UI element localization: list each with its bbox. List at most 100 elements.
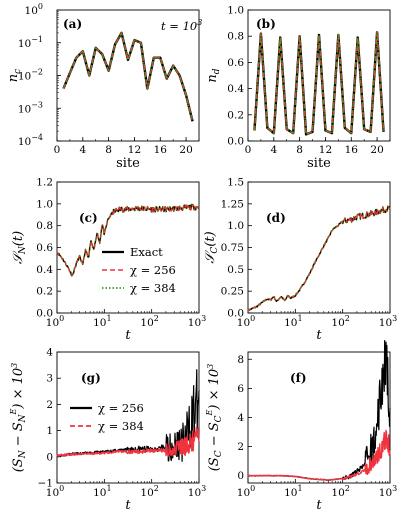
y-axis-label: 𝒮C(t) <box>203 231 220 263</box>
y-axis-label-part: N <box>18 449 28 459</box>
x-tick-exponent: 3 <box>201 484 206 493</box>
x-tick-label-a: 20 <box>179 144 192 156</box>
plot-frame-d <box>247 181 391 314</box>
x-tick-exponent: 0 <box>250 314 255 323</box>
panel-label: (d) <box>266 211 286 225</box>
x-tick-label-g: 103 <box>188 484 206 499</box>
y-tick-label-g: 4 <box>46 347 53 359</box>
y-tick-label-d: 0.5 <box>227 264 244 276</box>
x-tick-exponent: 0 <box>250 484 255 493</box>
x-axis-label: t <box>316 498 322 513</box>
x-tick-exponent: 0 <box>59 314 64 323</box>
y-tick-exponent: −1 <box>31 35 43 44</box>
x-tick-label-b: 0 <box>245 144 252 156</box>
legend-label: Exact <box>130 245 163 259</box>
x-axis-label: t <box>125 498 131 513</box>
y-axis-label-part: C <box>214 450 224 457</box>
y-tick-label-b: 0.0 <box>227 136 244 148</box>
x-tick-label-b: 16 <box>345 144 359 156</box>
series-line-chi256 <box>247 205 391 312</box>
x-tick-label-a: 16 <box>154 144 168 156</box>
x-tick-exponent: 2 <box>154 484 159 493</box>
y-tick-label-c: 0.4 <box>36 264 53 276</box>
y-axis-subscript: C <box>210 247 220 254</box>
y-tick-label-b: 0.6 <box>227 57 244 69</box>
y-tick-label-c: 0.2 <box>36 286 53 298</box>
y-axis-label: nd <box>205 68 222 82</box>
x-tick-exponent: 1 <box>297 484 302 493</box>
annotation-exponent: 3 <box>197 18 202 27</box>
y-tick-label-g: −1 <box>38 478 53 490</box>
y-tick-label-g: 2 <box>46 399 53 411</box>
series-line-chi384 <box>247 429 391 481</box>
y-tick-label-f: 6 <box>237 383 244 395</box>
x-tick-exponent: 1 <box>106 314 111 323</box>
x-tick-exponent: 3 <box>392 314 397 323</box>
x-tick-label-a: 8 <box>105 144 112 156</box>
x-tick-exponent: 2 <box>345 314 350 323</box>
y-axis-label-part: E <box>9 408 18 415</box>
y-axis-arg: (t) <box>11 231 26 246</box>
x-tick-label-g: 102 <box>140 484 158 499</box>
series-line-chi256 <box>56 203 200 277</box>
x-tick-label-d: 102 <box>331 314 349 329</box>
y-axis-label: (SN − SNE) × 103 <box>9 363 28 473</box>
y-tick-label-d: 1.25 <box>221 198 244 210</box>
y-tick-label-f: 8 <box>237 354 244 366</box>
x-tick-label-f: 100 <box>237 484 255 499</box>
series-line-chi256 <box>62 32 194 122</box>
panel-c: 100 101 102 1030.00.20.40.60.81.01.2(c)t𝒮N(… <box>11 177 206 344</box>
y-tick-label-f: 0 <box>237 470 244 482</box>
x-tick-exponent: 3 <box>392 484 397 493</box>
y-tick-label-a: 10−4 <box>18 133 43 148</box>
y-axis-label: nc <box>6 69 23 82</box>
y-axis-label-part: C <box>214 415 224 422</box>
panel-label: (b) <box>256 17 276 31</box>
x-tick-label-b: 20 <box>370 144 383 156</box>
plot-frame-c <box>56 181 200 314</box>
y-tick-exponent: −2 <box>31 68 43 77</box>
y-tick-label-c: 1.0 <box>36 198 53 210</box>
y-axis-label-part: 3 <box>206 364 215 369</box>
x-tick-exponent: 2 <box>154 314 159 323</box>
x-tick-label-g: 101 <box>93 484 111 499</box>
x-tick-label-c: 102 <box>140 314 158 329</box>
x-tick-label-a: 0 <box>54 144 61 156</box>
x-tick-label-c: 103 <box>188 314 206 329</box>
series-line-exact <box>253 31 385 136</box>
y-tick-label-d: 1.0 <box>227 220 244 232</box>
y-tick-label-a: 10−1 <box>18 35 43 50</box>
panel-label: (a) <box>63 17 82 31</box>
x-axis-label: t <box>316 328 322 343</box>
x-tick-label-b: 12 <box>319 144 332 156</box>
annotation: t = 103 <box>161 18 202 33</box>
series-line-chi384 <box>62 32 194 122</box>
x-tick-label-d: 101 <box>284 314 302 329</box>
y-axis-label-part: 3 <box>10 363 19 368</box>
y-axis-label: 𝒮N(t) <box>11 231 28 264</box>
panel-d: 100 101 102 1030.00.250.50.751.01.251.5(d)t… <box>203 177 397 344</box>
y-tick-exponent: −3 <box>31 100 43 109</box>
series-line-chi384 <box>253 31 385 136</box>
y-tick-label-d: 1.5 <box>227 177 244 189</box>
y-tick-label-f: 2 <box>237 441 244 453</box>
y-tick-label-c: 0.8 <box>36 220 53 232</box>
y-tick-label-a: 100 <box>25 2 43 17</box>
x-axis-label: site <box>116 156 140 171</box>
x-tick-label-c: 101 <box>93 314 111 329</box>
y-axis-label-part: ) × 10 <box>11 368 26 410</box>
legend-label: χ = 384 <box>130 281 176 295</box>
x-tick-label-b: 8 <box>296 144 303 156</box>
series-line-chi384 <box>56 426 200 457</box>
x-tick-exponent: 0 <box>59 484 64 493</box>
y-tick-label-d: 0.25 <box>221 286 244 298</box>
y-tick-label-g: 0 <box>46 451 53 463</box>
y-tick-label-d: 0.0 <box>227 308 244 320</box>
x-tick-label-d: 103 <box>379 314 397 329</box>
y-tick-label-c: 1.2 <box>36 177 53 189</box>
series-line-exact <box>62 31 194 122</box>
y-axis-label-part: ) × 10 <box>207 369 222 411</box>
y-axis-label: (SC − SCE) × 103 <box>205 364 224 472</box>
y-tick-exponent: −4 <box>31 133 43 142</box>
